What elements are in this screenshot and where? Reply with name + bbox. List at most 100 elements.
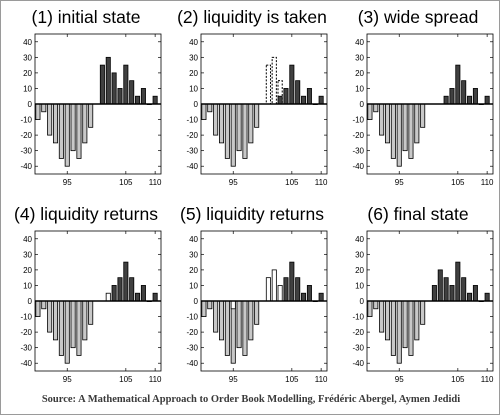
y-tick-label: -10 bbox=[20, 313, 32, 322]
x-tick-label: 95 bbox=[63, 375, 72, 384]
x-tick-label: 110 bbox=[315, 178, 328, 187]
ask-bar bbox=[129, 277, 135, 302]
x-tick-label: 105 bbox=[285, 375, 299, 384]
bid-bar bbox=[408, 300, 414, 356]
bid-bar bbox=[236, 103, 242, 152]
ask-bar bbox=[99, 64, 105, 105]
x-tick-label: 95 bbox=[229, 375, 238, 384]
y-tick-label: 0 bbox=[194, 100, 199, 109]
x-tick-label: 95 bbox=[395, 375, 404, 384]
added-liquidity-bar bbox=[105, 292, 111, 302]
ask-bar bbox=[443, 95, 449, 105]
y-tick-label: 40 bbox=[189, 38, 198, 47]
bid-bar bbox=[53, 300, 59, 341]
y-tick-label: -30 bbox=[352, 344, 364, 353]
x-tick-label: 110 bbox=[481, 375, 494, 384]
y-tick-label: 10 bbox=[189, 281, 198, 290]
ask-bar bbox=[467, 292, 473, 302]
y-tick-label: 30 bbox=[355, 53, 364, 62]
ask-bar bbox=[301, 292, 307, 302]
bid-bar bbox=[408, 103, 414, 159]
ask-bar bbox=[283, 277, 289, 302]
y-tick-label: -30 bbox=[352, 147, 364, 156]
ask-bar bbox=[111, 285, 117, 302]
y-tick-label: 0 bbox=[194, 297, 199, 306]
bid-bar bbox=[402, 103, 408, 152]
bid-bar bbox=[414, 300, 420, 341]
y-tick-label: -20 bbox=[352, 328, 364, 337]
ask-bar bbox=[306, 285, 312, 302]
ask-bar bbox=[455, 261, 461, 302]
y-tick-label: -10 bbox=[352, 116, 364, 125]
bid-bar bbox=[201, 300, 207, 317]
bid-bar bbox=[213, 103, 219, 136]
y-tick-label: 0 bbox=[360, 100, 365, 109]
y-tick-label: 0 bbox=[28, 100, 33, 109]
bid-bar bbox=[58, 300, 64, 356]
panel-1-title: (1) initial state bbox=[31, 7, 141, 27]
bid-bar bbox=[224, 300, 230, 356]
added-bid-bar bbox=[230, 300, 236, 310]
ask-bar bbox=[443, 277, 449, 302]
bid-bar bbox=[379, 103, 385, 136]
y-tick-label: 20 bbox=[23, 266, 32, 275]
y-tick-label: 10 bbox=[23, 84, 32, 93]
added-liquidity-bar bbox=[271, 269, 277, 302]
y-tick-label: 30 bbox=[23, 250, 32, 259]
bid-bar bbox=[70, 300, 76, 349]
y-tick-label: -10 bbox=[352, 313, 364, 322]
removed-liquidity-bar bbox=[271, 56, 277, 105]
ask-bar bbox=[140, 285, 146, 302]
x-tick-label: 95 bbox=[63, 178, 72, 187]
panel-4-title: (4) liquidity returns bbox=[14, 204, 158, 224]
bid-bar bbox=[82, 103, 88, 144]
bid-bar bbox=[88, 103, 94, 128]
y-tick-label: -10 bbox=[186, 116, 198, 125]
y-tick-label: -20 bbox=[20, 328, 32, 337]
y-tick-label: 20 bbox=[189, 69, 198, 78]
ask-bar bbox=[135, 292, 141, 302]
y-tick-label: -40 bbox=[186, 162, 198, 171]
ask-bar bbox=[484, 95, 490, 105]
y-tick-label: 20 bbox=[355, 69, 364, 78]
bid-bar bbox=[254, 300, 260, 325]
bid-bar bbox=[390, 300, 396, 356]
x-tick-label: 95 bbox=[229, 178, 238, 187]
ask-bar bbox=[467, 95, 473, 105]
ask-bar bbox=[306, 88, 312, 105]
ask-bar bbox=[105, 56, 111, 105]
x-tick-label: 105 bbox=[451, 178, 465, 187]
bid-bar bbox=[385, 103, 391, 144]
panel-5-title: (5) liquidity returns bbox=[180, 204, 324, 224]
ask-bar bbox=[129, 80, 135, 105]
y-tick-label: 40 bbox=[355, 235, 364, 244]
y-tick-label: 10 bbox=[355, 281, 364, 290]
ask-bar bbox=[455, 64, 461, 105]
bid-bar bbox=[248, 103, 254, 144]
ask-bar bbox=[437, 269, 443, 302]
bid-bar bbox=[219, 300, 225, 341]
bid-bar bbox=[58, 103, 64, 159]
panel-6-chart: 40 30 20 10 0 -10 -20 -30 -40 95 105 110 bbox=[352, 230, 494, 384]
y-tick-label: -40 bbox=[20, 162, 32, 171]
y-tick-label: -20 bbox=[186, 131, 198, 140]
y-tick-label: 30 bbox=[189, 53, 198, 62]
bid-bar bbox=[254, 103, 260, 128]
bid-bar bbox=[373, 103, 379, 113]
y-tick-label: 10 bbox=[23, 281, 32, 290]
x-tick-label: 110 bbox=[481, 178, 494, 187]
bid-bar bbox=[47, 103, 53, 136]
y-tick-label: 40 bbox=[355, 38, 364, 47]
y-tick-label: 40 bbox=[23, 235, 32, 244]
y-tick-label: 30 bbox=[23, 53, 32, 62]
bid-bar bbox=[367, 300, 373, 317]
ask-bar bbox=[277, 95, 283, 105]
bid-bar bbox=[242, 103, 248, 159]
y-tick-label: 30 bbox=[189, 250, 198, 259]
bid-bar bbox=[224, 103, 230, 159]
ask-bar bbox=[295, 80, 301, 105]
y-tick-label: -40 bbox=[352, 359, 364, 368]
bid-bar bbox=[207, 300, 213, 310]
ask-bar bbox=[295, 277, 301, 302]
